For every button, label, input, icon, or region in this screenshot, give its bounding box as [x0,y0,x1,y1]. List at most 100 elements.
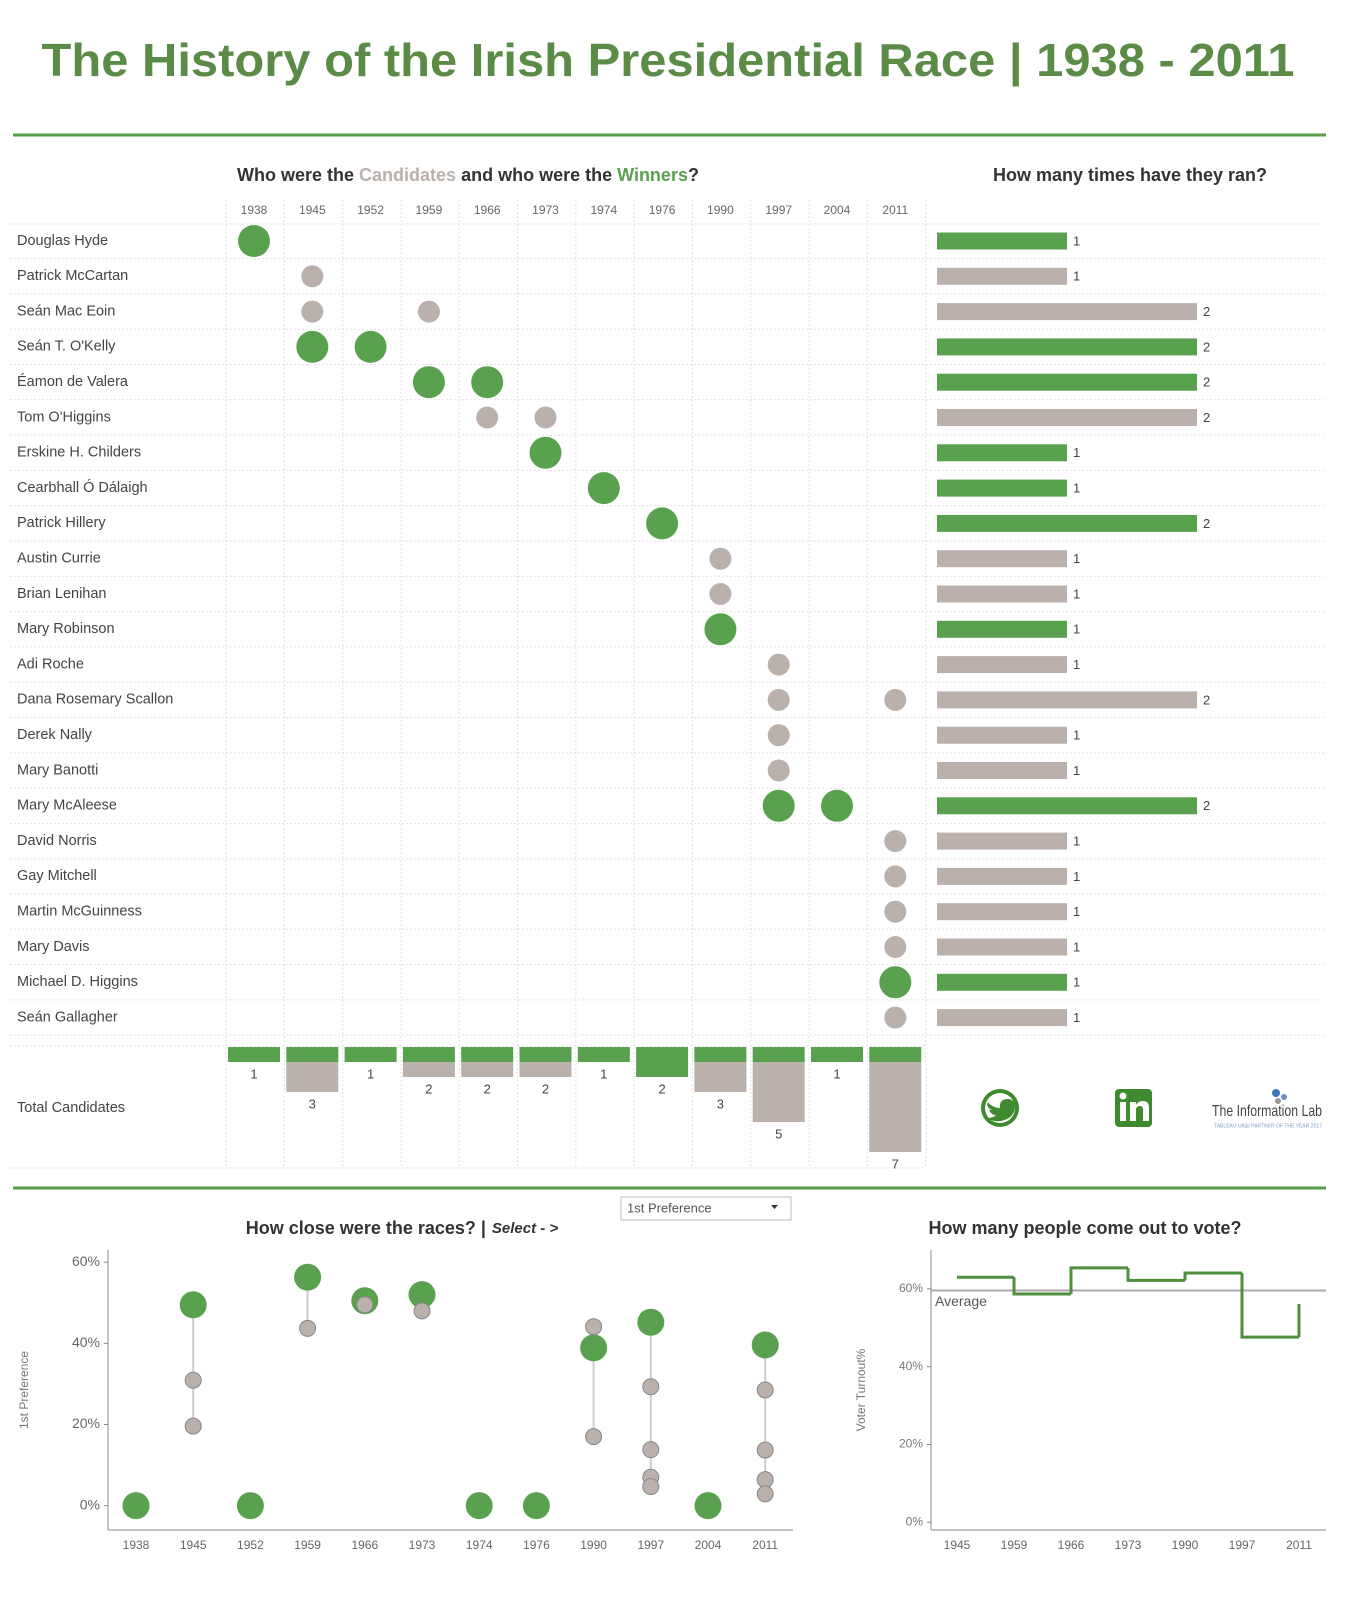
candidate-name: Dana Rosemary Scallon [17,692,173,708]
winner-dot [704,613,737,646]
logo-text: The Information Lab [1212,1103,1322,1120]
twitter-logo[interactable] [981,1089,1019,1127]
times-bar [937,232,1067,250]
infolab-logo[interactable]: The Information Lab TABLEAU UK&I PARTNER… [1212,1089,1322,1129]
x-tick-label: 1997 [1229,1538,1256,1552]
winner-dot [412,366,445,399]
times-label: 1 [1073,445,1080,460]
chart-title: How many people come out to vote? [928,1218,1241,1238]
logo-dot [1272,1089,1280,1097]
times-label: 2 [1203,304,1210,319]
candidate-dot [709,583,732,605]
times-label: 1 [1073,939,1080,954]
times-bar [937,832,1067,850]
candidate-dot [767,724,790,747]
times-label: 1 [1073,551,1080,566]
chart-title: Who were the Candidates and who were the… [237,165,699,185]
winner-dot [408,1281,436,1309]
total-winner-bar [694,1047,747,1062]
x-tick-label: 1952 [237,1538,264,1552]
title-part: How close were the races? | [246,1218,486,1238]
candidate-name: Derek Nally [17,727,93,743]
total-label: 2 [425,1081,432,1096]
column-label: 1952 [357,203,384,217]
candidate-name: Seán Gallagher [17,1009,118,1025]
x-tick-label: 1966 [1058,1538,1085,1552]
times-bar [937,444,1067,462]
times-bar [937,903,1067,921]
x-tick-label: 2011 [752,1538,778,1552]
winner-dot [294,1263,322,1291]
total-label: 1 [250,1066,257,1081]
total-other-bar [402,1062,455,1077]
candidate-dot [301,265,324,288]
times-label: 2 [1203,339,1210,354]
candidate-name: Cearbhall Ó Dálaigh [17,479,148,496]
column-label: 1976 [649,203,676,217]
y-tick-label: 40% [899,1359,923,1373]
title-part: Who were the [237,165,359,185]
candidate-dot [767,653,790,676]
x-tick-label: 1976 [523,1538,550,1552]
candidate-dot [767,688,790,711]
x-tick-label: 1959 [294,1538,321,1552]
candidate-name: Austin Currie [17,551,101,567]
total-winner-bar [519,1047,572,1062]
linkedin-logo[interactable] [1115,1089,1152,1127]
linkedin-i [1120,1102,1126,1121]
times-label: 2 [1203,798,1210,813]
x-tick-label: 1945 [180,1538,207,1552]
x-tick-label: 1959 [1001,1538,1028,1552]
total-winner-bar [636,1047,689,1077]
times-bar [937,479,1067,497]
x-tick-label: 1997 [637,1538,664,1552]
total-other-bar [869,1062,922,1152]
dropdown-arrow [771,1205,778,1209]
total-other-bar [461,1062,514,1077]
y-tick-label: 20% [899,1437,923,1451]
winner-dot [354,330,387,363]
candidate-dot [884,688,907,711]
turnout-step [1012,1277,1071,1296]
total-winner-bar [402,1047,455,1062]
times-label: 1 [1073,481,1080,496]
times-bar [937,550,1067,568]
column-label: 1959 [416,203,443,217]
total-winner-bar [286,1047,339,1062]
total-label: 1 [367,1066,374,1081]
turnout-step [1069,1266,1128,1294]
x-tick-label: 1945 [944,1538,971,1552]
times-label: 1 [1073,233,1080,248]
times-label: 1 [1073,728,1080,743]
candidate-name: Tom O'Higgins [17,409,111,425]
turnout-step [1126,1267,1185,1282]
total-other-bar [286,1062,339,1092]
y-axis-label: Voter Turnout% [854,1348,868,1431]
column-label: 1966 [474,203,501,217]
times-bar [937,762,1067,779]
candidate-name: Patrick McCartan [17,268,128,284]
winner-dot [122,1492,150,1520]
times-label: 1 [1073,834,1080,849]
candidate-dot [642,1378,660,1396]
logo-dot [1275,1098,1281,1104]
x-tick-label: 1973 [409,1538,436,1552]
candidate-name: Gay Mitchell [17,868,97,884]
dashboard-title: The History of the Irish Presidential Ra… [42,34,1295,86]
total-winner-bar [869,1047,922,1062]
winner-dot [751,1331,779,1359]
column-label: 2011 [882,203,908,217]
chart-title: How close were the races? | Select - > [246,1218,559,1238]
candidate-dot [299,1319,317,1337]
winner-dot [646,507,679,540]
turnout-step [1240,1272,1299,1339]
candidate-dot [884,900,907,923]
column-label: 1973 [532,203,559,217]
dropdown[interactable]: 1st Preference [620,1196,792,1221]
title-part: ? [688,165,699,185]
total-label: 3 [309,1096,316,1111]
title-part: Winners [617,165,688,185]
times-bar [937,656,1067,674]
x-tick-label: 1966 [351,1538,378,1552]
